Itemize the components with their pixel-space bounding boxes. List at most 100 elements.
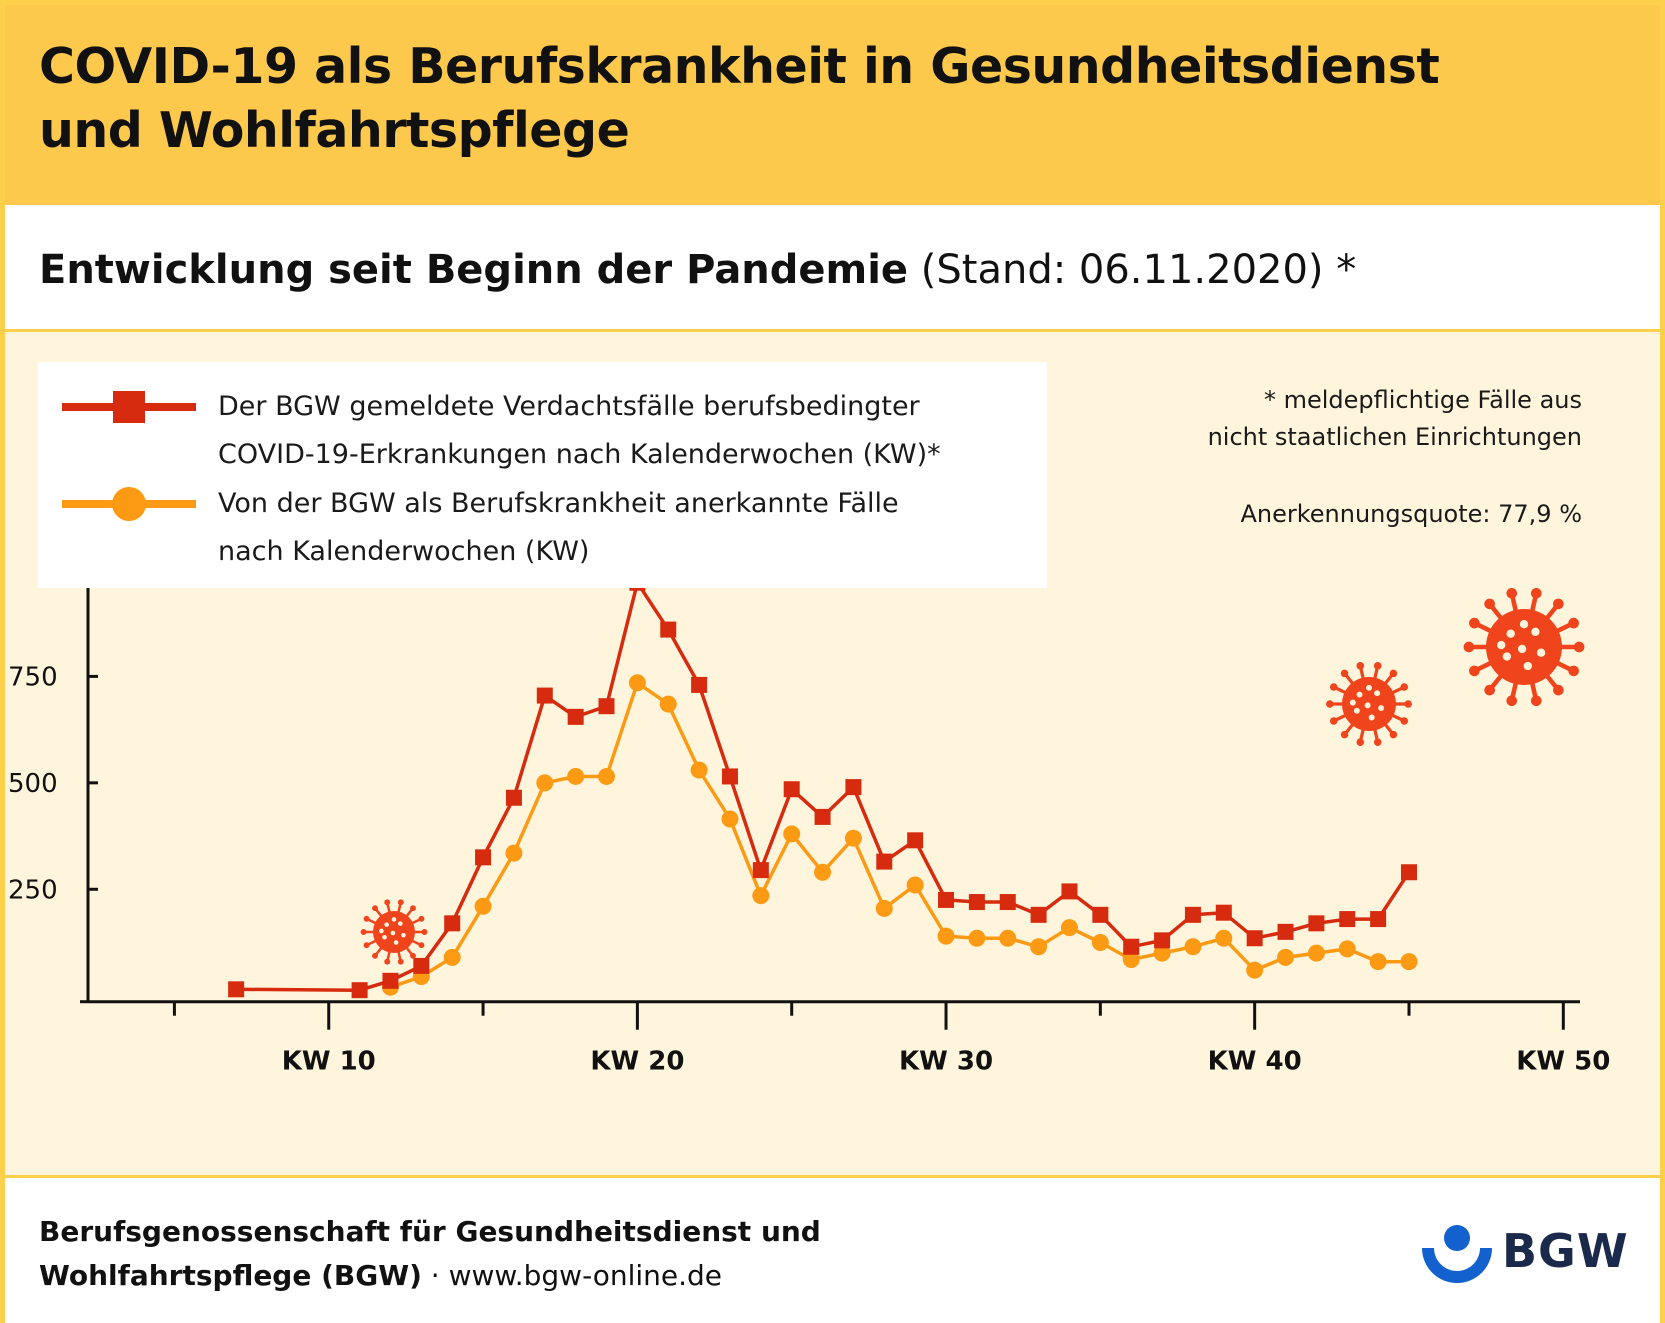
legend-label-reported-line1: Der BGW gemeldete Verdachtsfälle berufsb… bbox=[218, 391, 920, 422]
virus-dot bbox=[379, 928, 384, 934]
virus-spike-tip bbox=[363, 942, 370, 949]
data-point-reported bbox=[660, 621, 677, 638]
data-point-recognized bbox=[628, 674, 646, 692]
virus-spike-tip bbox=[1340, 669, 1349, 678]
x-tick-label: KW 30 bbox=[899, 1047, 993, 1077]
virus-spike-tip bbox=[397, 899, 404, 906]
virus-spike-tip bbox=[1389, 669, 1398, 678]
data-point-recognized bbox=[752, 887, 770, 905]
bgw-logo: BGW bbox=[1420, 1220, 1628, 1290]
data-point-reported bbox=[1154, 932, 1171, 949]
data-point-recognized bbox=[1400, 953, 1418, 971]
data-point-recognized bbox=[721, 810, 739, 828]
bgw-logo-icon bbox=[1422, 1225, 1492, 1283]
virus-dot bbox=[1349, 699, 1356, 706]
data-point-recognized bbox=[906, 876, 924, 894]
subtitle-date: (Stand: 06.11.2020) * bbox=[908, 247, 1357, 293]
data-point-reported bbox=[1030, 906, 1047, 923]
virus-dot bbox=[1368, 714, 1375, 721]
virus-dot bbox=[393, 940, 399, 945]
virus-spike-tip bbox=[360, 929, 367, 935]
data-point-reported bbox=[1277, 923, 1294, 940]
data-point-reported bbox=[351, 982, 368, 999]
data-point-recognized bbox=[1030, 938, 1048, 956]
virus-dot bbox=[1378, 705, 1385, 712]
data-point-reported bbox=[721, 768, 738, 785]
x-tick-label: KW 10 bbox=[282, 1047, 376, 1077]
data-point-recognized bbox=[1091, 933, 1109, 951]
data-point-reported bbox=[444, 915, 461, 932]
virus-dot bbox=[390, 930, 396, 936]
virus-dot bbox=[1523, 661, 1532, 671]
data-point-recognized bbox=[937, 927, 955, 945]
virus-spike-tip bbox=[384, 899, 391, 906]
virus-spike-tip bbox=[1484, 598, 1495, 610]
virus-spike-tip bbox=[1506, 587, 1518, 599]
chart-legend: Der BGW gemeldete Verdachtsfälle berufsb… bbox=[38, 362, 1047, 588]
virus-spike-tip bbox=[1530, 695, 1542, 707]
data-point-recognized bbox=[536, 774, 554, 792]
virus-spike-tip bbox=[410, 952, 416, 959]
data-point-recognized bbox=[1307, 944, 1325, 962]
virus-dot bbox=[401, 932, 406, 938]
footer-website: · www.bgw-online.de bbox=[421, 1259, 723, 1292]
virus-dot bbox=[382, 934, 387, 940]
footer-line-2: Wohlfahrtspflege (BGW) · www.bgw-online.… bbox=[39, 1254, 821, 1298]
chart-subtitle: Entwicklung seit Beginn der Pandemie (St… bbox=[39, 245, 1356, 295]
virus-spike-tip bbox=[363, 915, 370, 922]
virus-spike-tip bbox=[1573, 641, 1585, 653]
data-point-recognized bbox=[1060, 919, 1078, 937]
data-point-reported bbox=[505, 789, 522, 806]
virus-spike-tip bbox=[1329, 683, 1338, 691]
data-point-reported bbox=[968, 894, 985, 911]
virus-dot bbox=[384, 922, 389, 927]
virus-spike-tip bbox=[1329, 717, 1338, 725]
legend-label-reported-line2: COVID-19-Erkrankungen nach Kalenderwoche… bbox=[218, 439, 941, 470]
x-tick-label: KW 50 bbox=[1516, 1047, 1610, 1077]
data-point-recognized bbox=[1184, 938, 1202, 956]
virus-dot bbox=[1502, 652, 1512, 661]
virus-spike-tip bbox=[410, 905, 416, 912]
virus-spike-tip bbox=[397, 958, 404, 965]
data-point-recognized bbox=[968, 929, 986, 947]
data-point-recognized bbox=[443, 948, 461, 966]
data-point-reported bbox=[783, 781, 800, 798]
data-point-reported bbox=[1123, 938, 1140, 955]
virus-spike-tip bbox=[1356, 662, 1365, 670]
data-point-recognized bbox=[1122, 951, 1140, 969]
legend-label-recognized-line2: nach Kalenderwochen (KW) bbox=[218, 536, 590, 567]
virus-dot bbox=[1356, 691, 1363, 698]
subtitle-bold: Entwicklung seit Beginn der Pandemie bbox=[39, 247, 909, 293]
bgw-logo-text: BGW bbox=[1502, 1224, 1629, 1278]
title-line-2: und Wohlfahrtspflege bbox=[39, 102, 630, 159]
virus-spike-tip bbox=[1400, 717, 1409, 725]
data-point-recognized bbox=[505, 844, 523, 862]
data-point-reported bbox=[1246, 930, 1263, 947]
data-point-reported bbox=[536, 687, 553, 704]
data-point-recognized bbox=[1277, 948, 1295, 966]
footnote-line-2: nicht staatlichen Einrichtungen bbox=[1207, 423, 1582, 451]
data-point-reported bbox=[1061, 883, 1078, 900]
data-point-recognized bbox=[999, 929, 1017, 947]
footer-line-1: Berufsgenossenschaft für Gesundheitsdien… bbox=[39, 1215, 821, 1248]
series-line-recognized bbox=[389, 681, 1409, 989]
virus-dot bbox=[391, 917, 397, 922]
virus-spike-tip bbox=[1326, 700, 1334, 708]
data-point-recognized bbox=[783, 825, 801, 843]
data-point-reported bbox=[567, 708, 584, 725]
footer: Berufsgenossenschaft für Gesundheitsdien… bbox=[5, 1178, 1660, 1323]
virus-spike-tip bbox=[1484, 684, 1495, 696]
data-point-reported bbox=[598, 698, 615, 715]
data-point-reported bbox=[814, 808, 831, 825]
data-point-reported bbox=[1370, 911, 1387, 928]
virus-spike-tip bbox=[1530, 587, 1542, 599]
virus-spike-tip bbox=[1506, 695, 1518, 707]
virus-spike-tip bbox=[1373, 662, 1382, 670]
chart-series bbox=[228, 574, 1418, 999]
chart-area: 250 500 750 KW 10 KW 20 KW 30 KW 40 KW 50 Der B… bbox=[5, 332, 1660, 1178]
data-point-reported bbox=[382, 972, 399, 989]
data-point-reported bbox=[907, 832, 924, 849]
header-banner: COVID-19 als Berufskrankheit in Gesundhe… bbox=[5, 5, 1660, 205]
virus-spike-tip bbox=[1553, 598, 1564, 610]
virus-spike-tip bbox=[421, 929, 428, 935]
